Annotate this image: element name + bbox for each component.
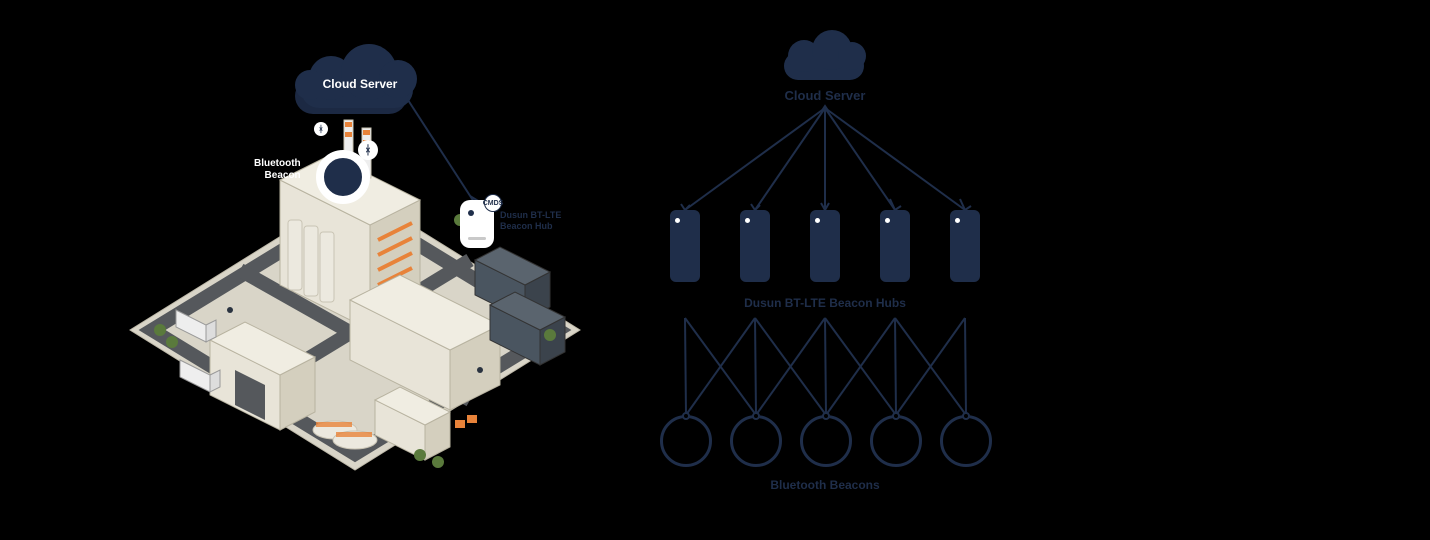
beacon-node-3: [800, 415, 852, 467]
tier2-label: Bluetooth Beacons: [740, 478, 910, 493]
edges-tier1-tier2: [0, 0, 1430, 540]
beacon-node-5: [940, 415, 992, 467]
beacon-node-2: [730, 415, 782, 467]
diagram-canvas: Cloud Server: [0, 0, 1430, 540]
beacon-node-4: [870, 415, 922, 467]
beacon-node-1: [660, 415, 712, 467]
